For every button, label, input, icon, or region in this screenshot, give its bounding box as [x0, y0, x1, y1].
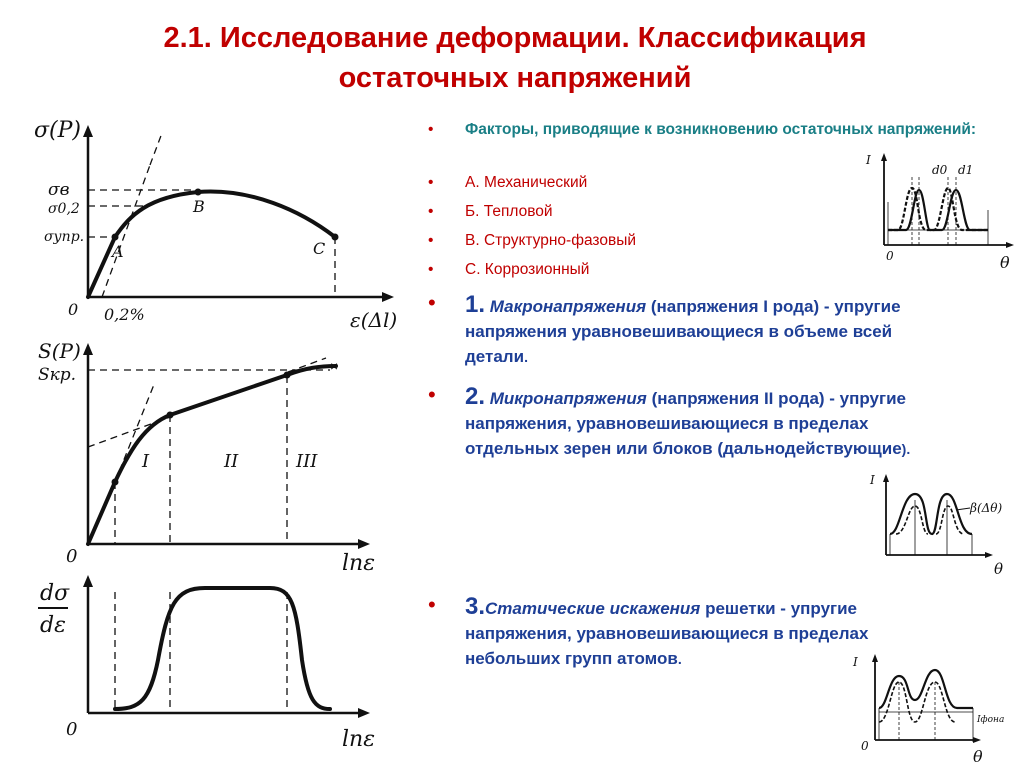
title-line-1: 2.1. Исследование деформации. Классифика… [163, 22, 867, 54]
factors-heading: Факторы, приводящие к возникновению оста… [465, 121, 977, 138]
stage-1-label: I [141, 451, 150, 472]
peak-broadening-inset: I θ β(Δθ) [869, 473, 1003, 578]
origin-label-1: 0 [68, 300, 78, 319]
inset1-y-label: I [865, 153, 871, 167]
hardening-curve-diagram: × S(P) Sкр. 0 lnε I II III [38, 339, 375, 575]
title-line-2: остаточных напряжений [338, 62, 692, 94]
factor-a-text: А. Механический [465, 174, 588, 191]
slide-title: 2.1. Исследование деформации. Классифика… [40, 18, 990, 98]
sigma-p-label: σ(P) [34, 118, 81, 143]
inset3-theta: θ [973, 747, 983, 765]
inset3-y-label: I [852, 655, 858, 669]
factor-b-text: Б. Тепловой [465, 203, 553, 220]
item-3-term: Статические искажения [485, 599, 701, 618]
derivative-diagram: dσ dε 0 lnε [38, 575, 375, 752]
d-sigma-numerator: dσ [40, 581, 70, 606]
item-2-paren: (напряжения II рода) - упругие [651, 389, 906, 408]
item-3-end: . [677, 651, 682, 667]
item-2-end: ). [901, 441, 911, 457]
inset3-origin: 0 [861, 739, 869, 753]
stage-3-label: III [295, 451, 318, 472]
inset1-theta: θ [1000, 253, 1010, 272]
item-2-number: 2. [465, 383, 486, 410]
inset1-d1: d1 [958, 163, 973, 177]
item-1-line2: напряжения уравновешивающиеся в объеме в… [465, 322, 893, 341]
origin-label-2: 0 [66, 546, 77, 567]
stress-strain-diagram: σ(P) σв σ0,2 σупр. 0 0,2% ε(Δl) A B C [34, 118, 397, 332]
strain-02-tick: 0,2% [104, 305, 145, 324]
inset2-theta: θ [994, 560, 1003, 578]
factor-c-text: С. Коррозионный [465, 261, 590, 278]
item-1-paren: (напряжения I рода) - упругие [650, 297, 901, 316]
inset3-ifona: Iфона [976, 715, 1004, 725]
item-1-end: . [524, 349, 528, 365]
origin-label-3: 0 [66, 719, 77, 740]
item-3-number: 3. [465, 593, 486, 620]
item-1-number: 1. [465, 291, 486, 318]
factor-v-text: В. Структурно-фазовый [465, 232, 636, 249]
sigma-b-tick: σв [48, 180, 70, 200]
peak-shift-inset: I 0 θ d0 d1 [865, 153, 1014, 272]
background-intensity-inset: I 0 θ Iфона [852, 654, 1004, 765]
d-epsilon-denominator: dε [40, 613, 66, 638]
item-2-line3: отдельных зерен или блоков (дальнодейств… [465, 439, 902, 458]
sigma-02-tick: σ0,2 [48, 201, 80, 217]
s-kr-tick: Sкр. [38, 365, 76, 385]
item-1-term: Макронапряжения [489, 297, 647, 316]
item-3-rest: решетки - упругие [705, 599, 858, 618]
inset2-beta: β(Δθ) [969, 501, 1003, 515]
point-a-label: A [110, 242, 124, 261]
inset1-origin: 0 [886, 249, 894, 263]
svg-text:×: × [330, 358, 338, 374]
ln-epsilon-label-2: lnε [342, 551, 375, 575]
inset1-d0: d0 [932, 163, 948, 177]
s-p-label: S(P) [38, 339, 81, 363]
item-2-term: Микронапряжения [489, 389, 647, 408]
stage-2-label: II [223, 451, 239, 472]
point-b-label: B [192, 197, 205, 216]
item-3-line2: напряжения, уравновешивающиеся в предела… [465, 624, 869, 643]
item-2-line2: напряжения, уравновешивающиеся в предела… [465, 414, 869, 433]
item-3-line3: небольших групп атомов [465, 649, 678, 668]
sigma-upr-tick: σупр. [44, 229, 84, 245]
point-c-label: C [313, 239, 325, 258]
ln-epsilon-label-3: lnε [342, 727, 375, 752]
inset2-y-label: I [869, 473, 875, 487]
epsilon-dl-label: ε(Δl) [350, 308, 397, 332]
item-1-line3: детали [465, 347, 525, 366]
